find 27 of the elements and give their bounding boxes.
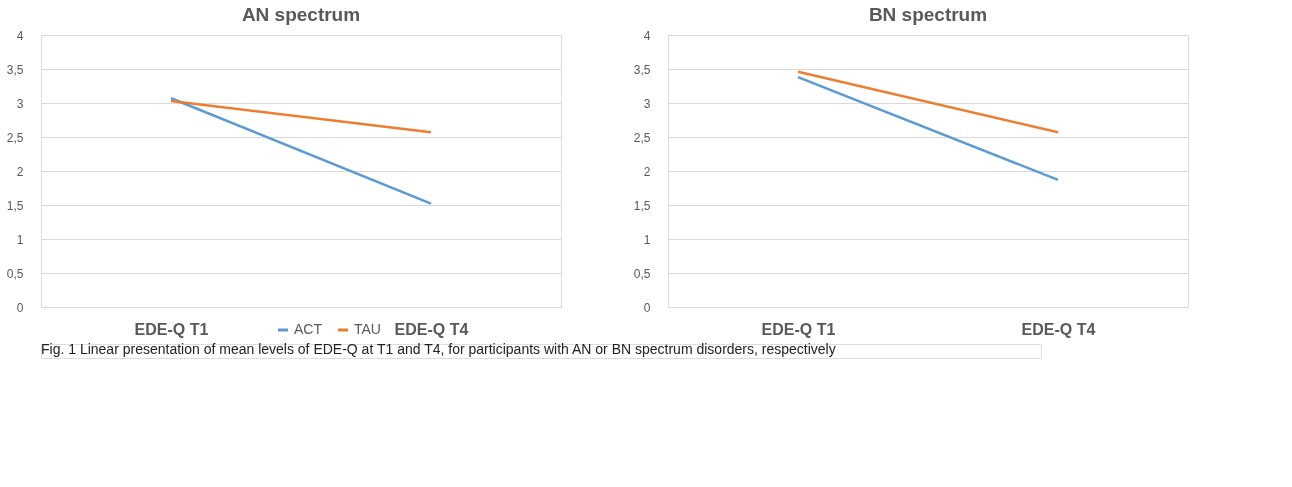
x-tick-label: EDE-Q T1 (761, 320, 836, 338)
legend-label: ACT (294, 321, 323, 337)
chart-title: BN spectrum (868, 4, 988, 25)
y-tick-label: 0,5 (633, 266, 651, 281)
y-tick-label: 3 (16, 96, 24, 111)
x-tick-label: EDE-Q T4 (1021, 320, 1096, 338)
y-tick-label: 1 (643, 232, 651, 247)
y-tick-label: 1,5 (6, 198, 24, 213)
y-tick-label: 0 (643, 300, 651, 315)
y-tick-label: 2,5 (6, 130, 24, 145)
y-tick-label: 3,5 (6, 62, 24, 77)
x-tick-label: EDE-Q T4 (394, 320, 469, 338)
caption: Fig. 1 Linear presentation of mean levels of EDE-Q at T1 and T4, for participants with AN or BN spectrum disorders, respectively (41, 341, 836, 357)
y-tick-label: 1,5 (633, 198, 651, 213)
y-tick-label: 3 (643, 96, 651, 111)
y-tick-label: 4 (16, 28, 24, 43)
y-tick-label: 0,5 (6, 266, 24, 281)
y-tick-label: 4 (643, 28, 651, 43)
y-tick-label: 2 (16, 164, 24, 179)
chart-title: AN spectrum (241, 4, 361, 25)
y-tick-label: 1 (16, 232, 24, 247)
y-tick-label: 2 (643, 164, 651, 179)
x-tick-label: EDE-Q T1 (134, 320, 209, 338)
legend-label: TAU (354, 321, 381, 337)
y-tick-label: 0 (16, 300, 24, 315)
y-tick-label: 3,5 (633, 62, 651, 77)
y-tick-label: 2,5 (633, 130, 651, 145)
